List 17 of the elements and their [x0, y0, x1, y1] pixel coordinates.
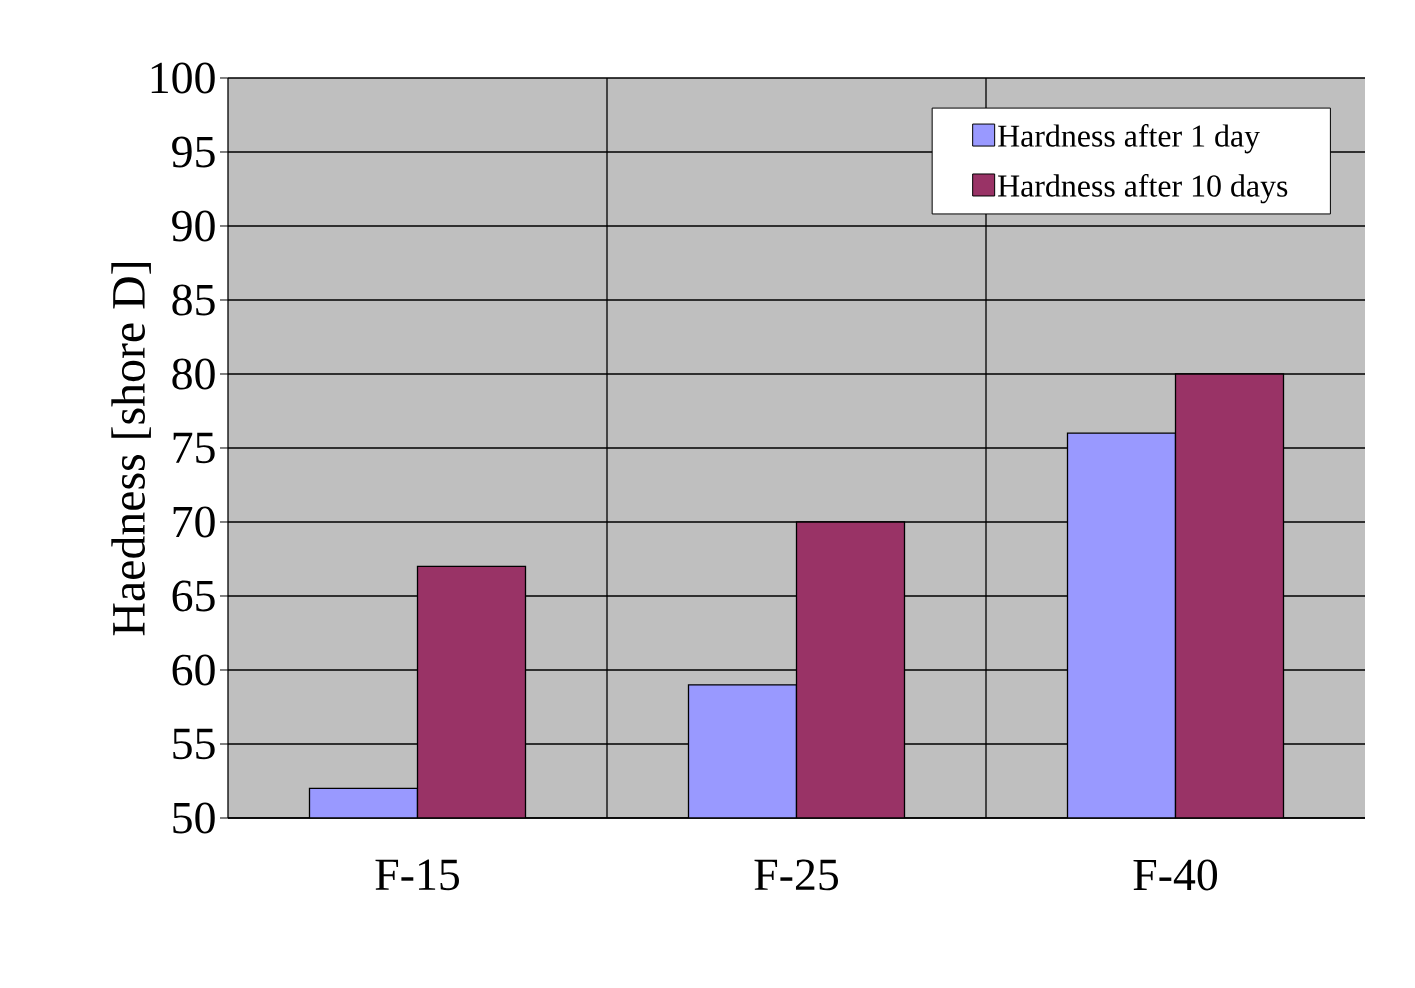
legend-label: Hardness after 10 days: [998, 174, 1288, 204]
x-tick-label: F-15: [375, 859, 459, 891]
y-axis-title: Haedness [shore D]: [111, 263, 151, 636]
y-tick-label: 65: [172, 580, 215, 612]
legend-label: Hardness after 1 day: [998, 124, 1260, 154]
x-tick-label: F-40: [1133, 859, 1218, 891]
y-tick-label: 70: [173, 506, 215, 538]
y-tick-label: 90: [172, 210, 215, 242]
y-tick-label: 75: [173, 432, 215, 464]
y-tick-label: 80: [172, 358, 215, 390]
y-tick-label: 100: [151, 62, 215, 94]
y-tick-label: 85: [172, 284, 215, 316]
y-tick-label: 95: [172, 136, 215, 168]
y-tick-label: 60: [172, 654, 215, 686]
y-tick-label: 50: [173, 802, 215, 834]
x-tick-label: F-25: [754, 859, 838, 891]
y-tick-label: 55: [173, 728, 215, 760]
